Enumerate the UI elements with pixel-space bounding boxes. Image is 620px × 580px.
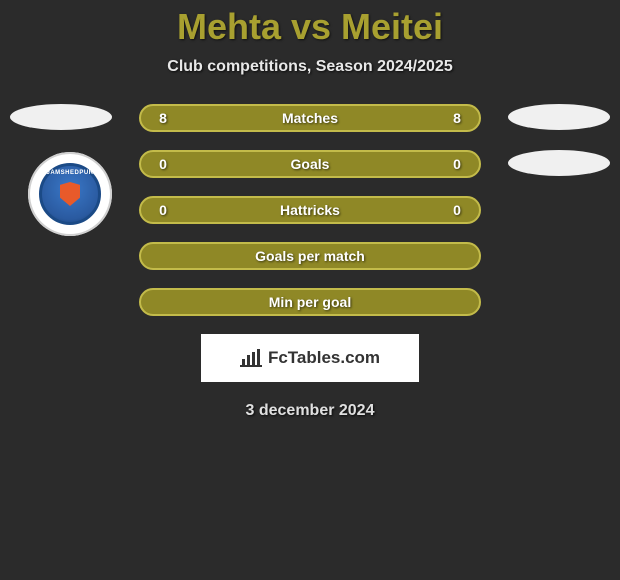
stat-left-value: 8	[155, 110, 171, 126]
club-badge-inner: JAMSHEDPUR	[39, 163, 101, 225]
stat-right-value: 8	[449, 110, 465, 126]
stat-rows: 8 Matches 8 0 Goals 0 0 Hattricks 0 Goal…	[139, 104, 481, 316]
page-subtitle: Club competitions, Season 2024/2025	[0, 58, 620, 76]
player-oval-left-1	[10, 104, 112, 130]
stat-row-matches: 8 Matches 8	[139, 104, 481, 132]
stat-label: Goals per match	[171, 248, 449, 264]
stat-row-min-per-goal: Min per goal	[139, 288, 481, 316]
stat-label: Goals	[171, 156, 449, 172]
stat-row-hattricks: 0 Hattricks 0	[139, 196, 481, 224]
club-badge-shield-icon	[60, 182, 80, 206]
player-oval-right-1	[508, 104, 610, 130]
watermark-text: FcTables.com	[268, 348, 380, 368]
stats-area: JAMSHEDPUR 8 Matches 8 0 Goals 0 0 Hattr…	[0, 104, 620, 316]
club-badge-left: JAMSHEDPUR	[28, 152, 112, 236]
player-oval-right-2	[508, 150, 610, 176]
stat-left-value: 0	[155, 202, 171, 218]
stat-label: Matches	[171, 110, 449, 126]
stat-right-value: 0	[449, 156, 465, 172]
stat-row-goals: 0 Goals 0	[139, 150, 481, 178]
club-badge-text: JAMSHEDPUR	[46, 170, 93, 176]
stat-label: Min per goal	[171, 294, 449, 310]
stat-row-goals-per-match: Goals per match	[139, 242, 481, 270]
watermark: FcTables.com	[201, 334, 419, 382]
stat-right-value: 0	[449, 202, 465, 218]
page-title: Mehta vs Meitei	[0, 0, 620, 48]
footer-date: 3 december 2024	[0, 402, 620, 420]
stat-label: Hattricks	[171, 202, 449, 218]
bar-chart-icon	[240, 349, 262, 367]
stat-left-value: 0	[155, 156, 171, 172]
